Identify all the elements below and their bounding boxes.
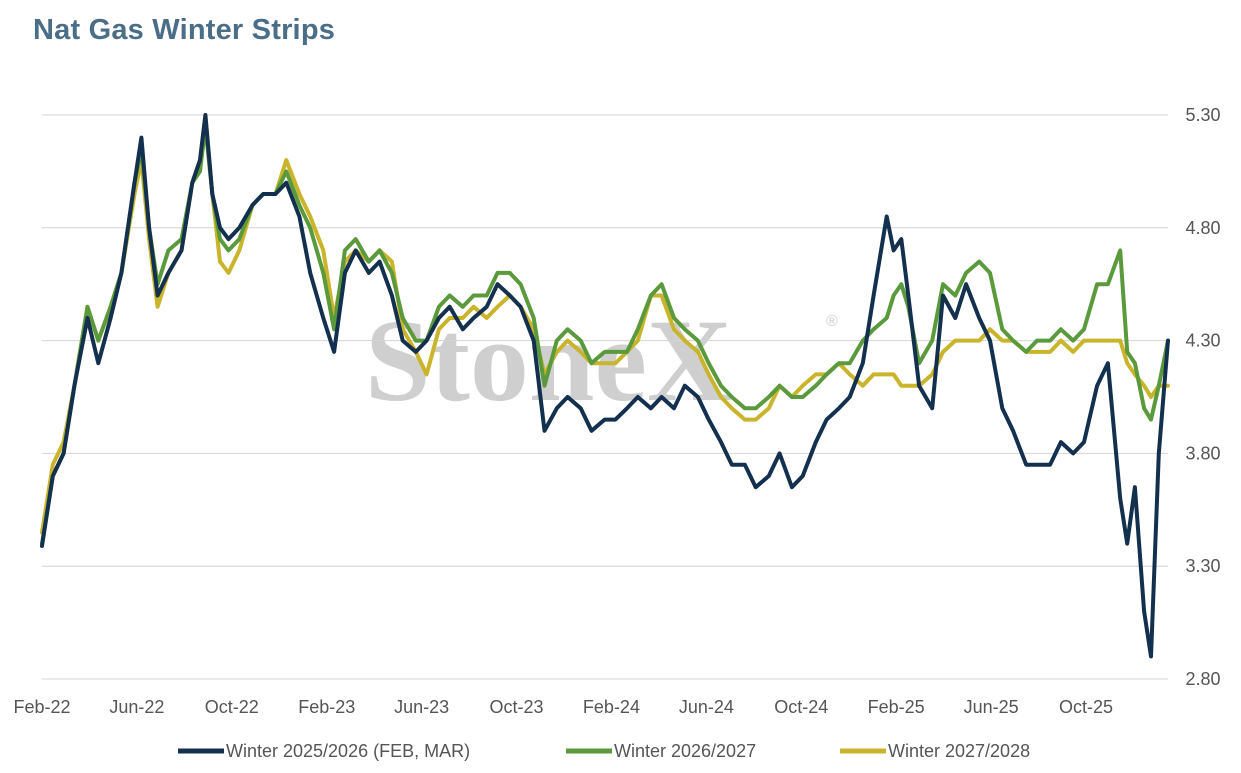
y-tick-label: 2.80 — [1185, 669, 1220, 689]
legend-label-1: Winter 2026/2027 — [614, 741, 756, 761]
y-tick-label: 4.30 — [1185, 331, 1220, 351]
x-tick-label: Feb-23 — [298, 697, 355, 717]
x-tick-label: Jun-23 — [394, 697, 449, 717]
x-tick-label: Feb-24 — [583, 697, 640, 717]
x-tick-label: Oct-22 — [205, 697, 259, 717]
legend-label-0: Winter 2025/2026 (FEB, MAR) — [226, 741, 470, 761]
series-line-0 — [40, 113, 1170, 659]
y-tick-label: 3.80 — [1185, 443, 1220, 463]
y-tick-label: 3.30 — [1185, 556, 1220, 576]
y-tick-label: 5.30 — [1185, 105, 1220, 125]
x-tick-label: Oct-25 — [1059, 697, 1113, 717]
x-tick-label: Jun-24 — [679, 697, 734, 717]
x-tick-label: Oct-24 — [774, 697, 828, 717]
chart-title: Nat Gas Winter Strips — [33, 14, 336, 46]
x-tick-label: Feb-22 — [13, 697, 70, 717]
x-tick-label: Feb-25 — [868, 697, 925, 717]
legend-label-2: Winter 2027/2028 — [888, 741, 1030, 761]
watermark-registered-mark: ® — [826, 313, 838, 330]
gridlines — [42, 114, 1168, 680]
x-tick-label: Jun-25 — [964, 697, 1019, 717]
y-tick-label: 4.80 — [1185, 218, 1220, 238]
x-tick-label: Jun-22 — [109, 697, 164, 717]
legend: Winter 2025/2026 (FEB, MAR) Winter 2026/2… — [178, 741, 1030, 761]
y-axis-ticks: 2.80 3.30 3.80 4.30 4.80 5.30 — [1185, 105, 1220, 689]
series-lines — [40, 113, 1170, 659]
x-axis-ticks: Feb-22 Jun-22 Oct-22 Feb-23 Jun-23 Oct-23 Feb-… — [13, 697, 1113, 717]
x-tick-label: Oct-23 — [490, 697, 544, 717]
